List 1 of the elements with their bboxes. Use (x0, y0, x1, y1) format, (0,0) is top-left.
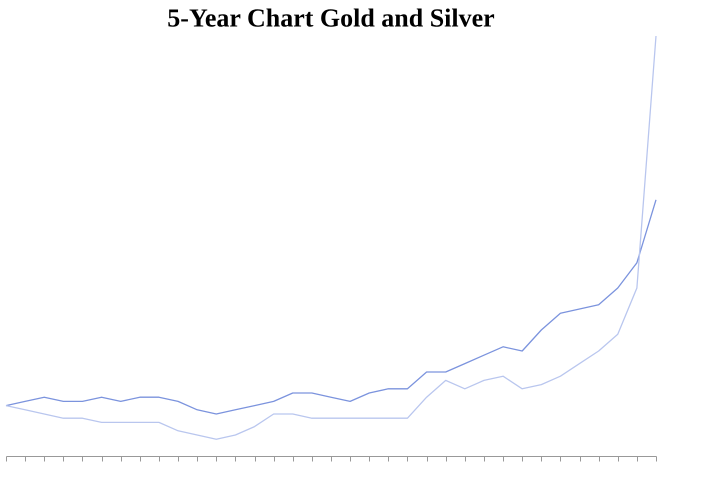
chart-title: 5-Year Chart Gold and Silver (167, 3, 495, 32)
